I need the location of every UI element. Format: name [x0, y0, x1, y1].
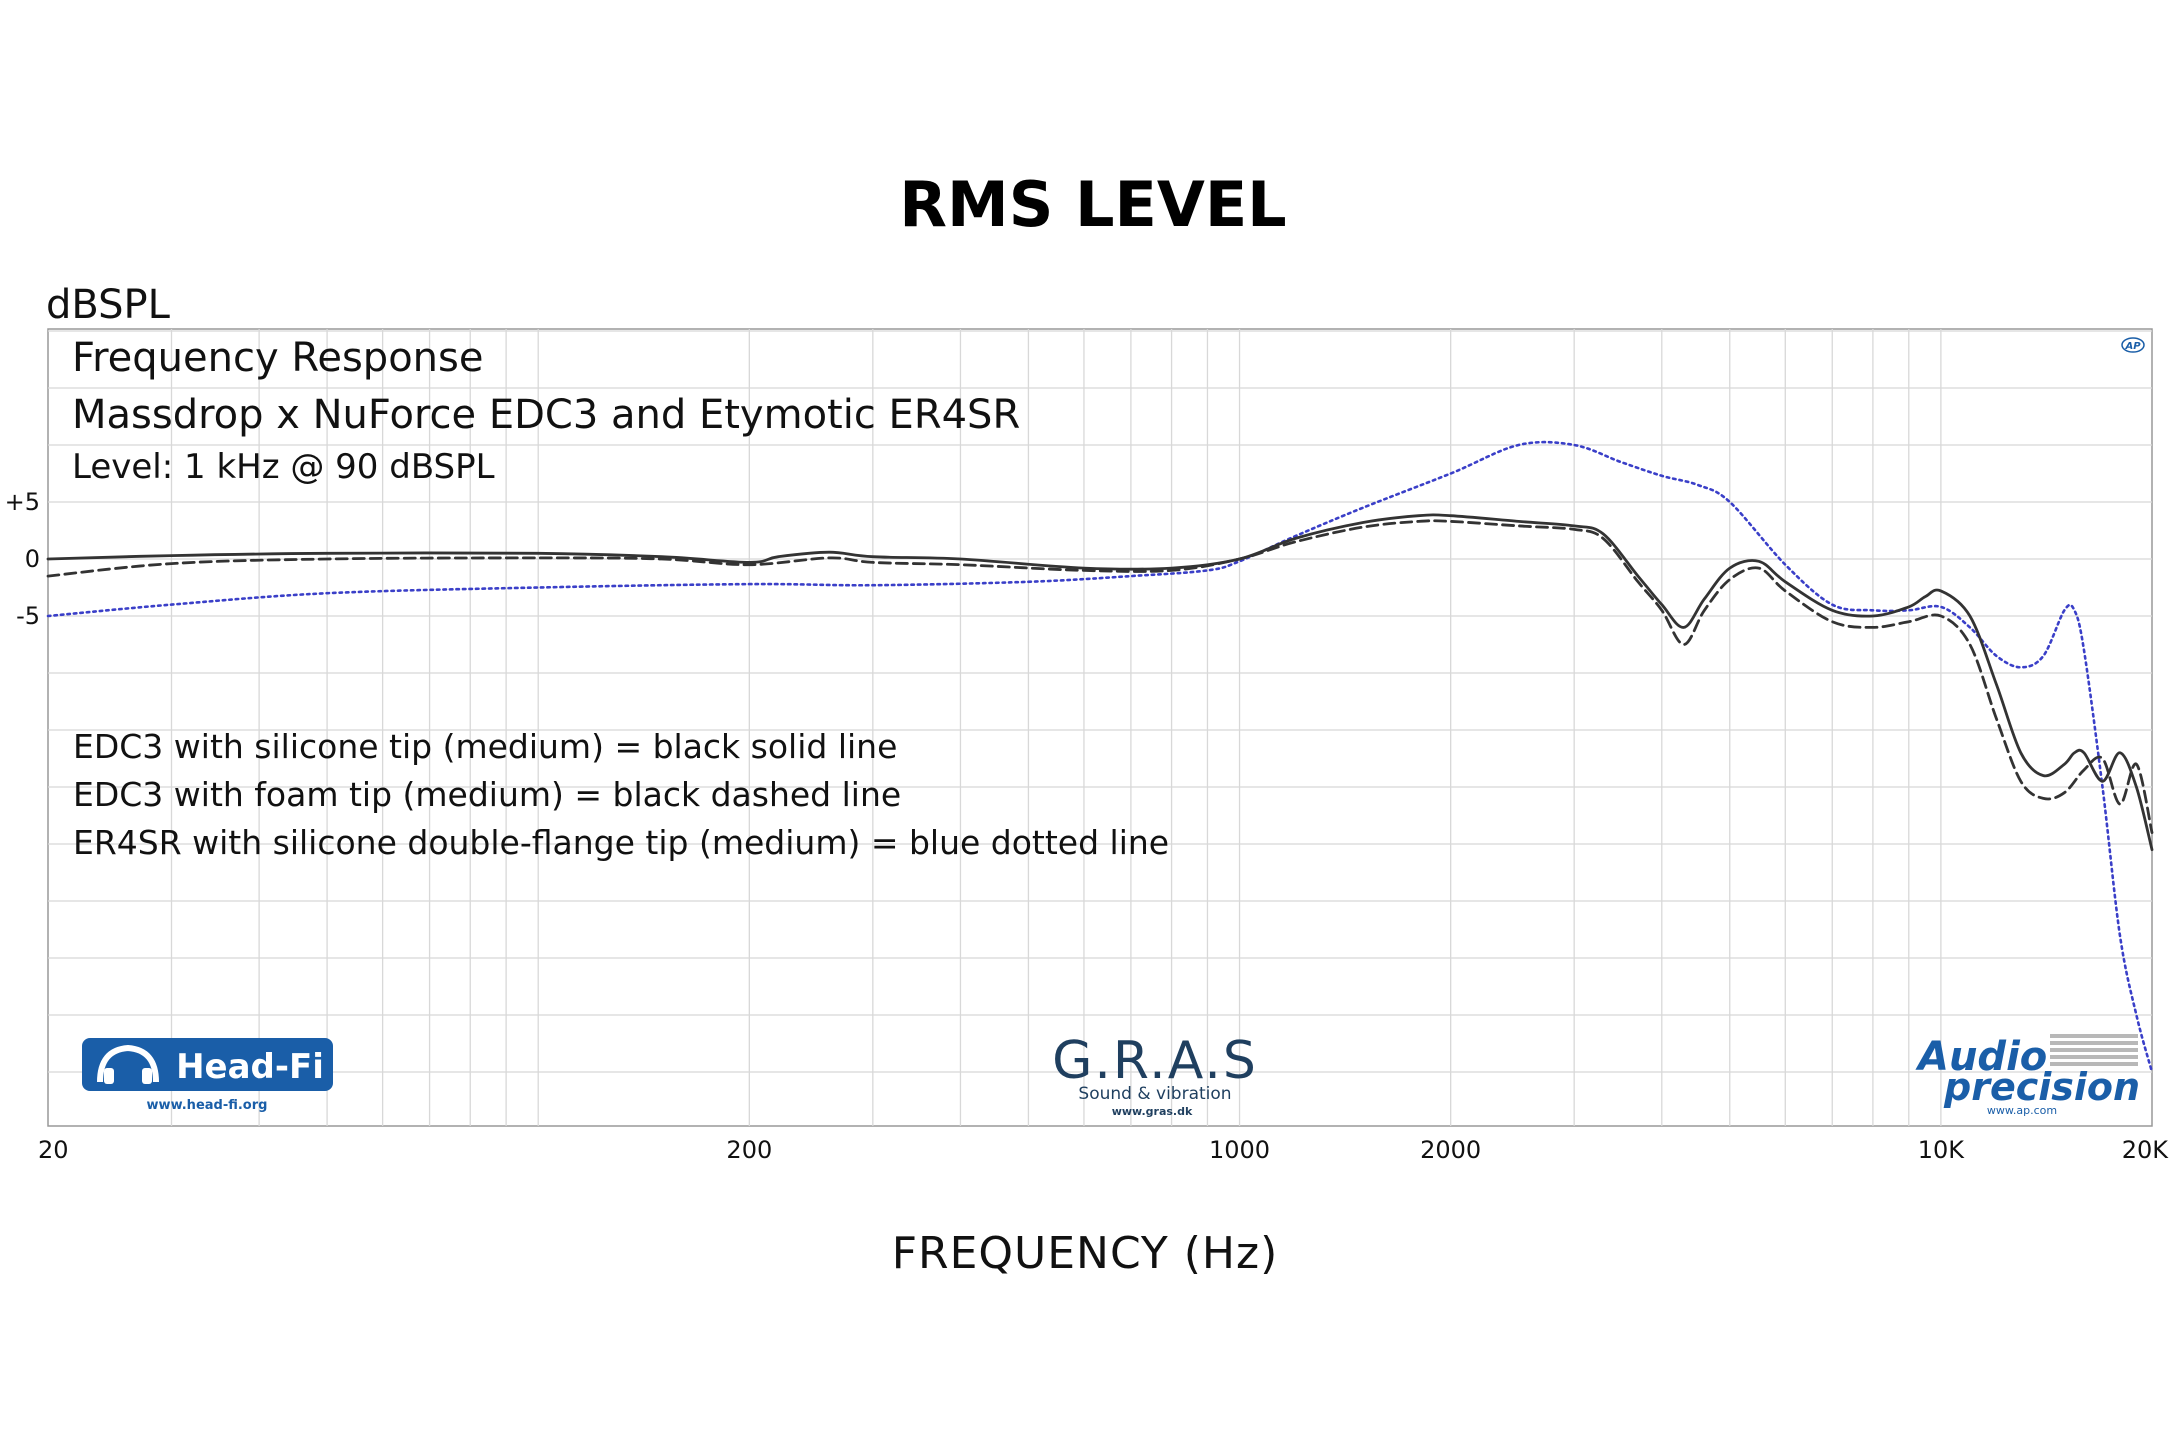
y-tick-label: +5	[5, 488, 40, 516]
head-fi-logo: Head-Fi www.head-fi.org	[82, 1038, 333, 1113]
annotation-frequency-response: Frequency Response	[72, 335, 483, 381]
plot-area	[47, 328, 2153, 1127]
gras-url: www.gras.dk	[1112, 1105, 1193, 1118]
annotation-level: Level: 1 kHz @ 90 dBSPL	[72, 447, 495, 487]
svg-text:AP: AP	[2124, 341, 2141, 352]
ap-url: www.ap.com	[1987, 1104, 2057, 1117]
series-layer	[46, 440, 2154, 1074]
legend-entry-solid: EDC3 with silicone tip (medium) = black …	[73, 727, 897, 766]
gras-logo-text: G.R.A.S	[1052, 1031, 1258, 1091]
x-axis-label: FREQUENCY (Hz)	[892, 1228, 1279, 1279]
head-fi-logo-text: Head-Fi	[176, 1047, 324, 1087]
series-line-dotted	[46, 440, 2154, 1074]
audio-precision-logo: Audio precision www.ap.com	[1915, 1034, 2140, 1117]
x-tick-label: 200	[726, 1136, 772, 1164]
series-line-dashed	[46, 519, 2154, 834]
annotation-product-names: Massdrop x NuForce EDC3 and Etymotic ER4…	[72, 392, 1020, 438]
x-tick-label: 20K	[2122, 1136, 2170, 1164]
ap-badge-icon: AP	[2121, 337, 2145, 353]
y-tick-labels: +5 0 -5	[5, 488, 40, 630]
gras-logo: G.R.A.S Sound & vibration www.gras.dk	[1052, 1031, 1258, 1118]
x-tick-label: 1000	[1209, 1136, 1270, 1164]
series-line-solid	[46, 513, 2154, 852]
legend-entry-dotted: ER4SR with silicone double-flange tip (m…	[73, 823, 1169, 862]
x-tick-label: 20	[38, 1136, 69, 1164]
head-fi-url: www.head-fi.org	[147, 1098, 268, 1113]
y-tick-label: -5	[16, 602, 40, 630]
ap-logo-line2: precision	[1943, 1065, 2140, 1109]
chart-title: RMS LEVEL	[899, 168, 1286, 241]
x-tick-label: 2000	[1420, 1136, 1481, 1164]
y-tick-label: 0	[25, 545, 40, 573]
vertical-gridlines	[170, 329, 1942, 1126]
y-axis-label: dBSPL	[46, 282, 171, 328]
x-tick-label: 10K	[1918, 1136, 1966, 1164]
ap-logo-line1: Audio	[1915, 1034, 2047, 1080]
gras-tagline: Sound & vibration	[1078, 1084, 1231, 1104]
x-tick-labels: 20 200 1000 2000 10K 20K	[38, 1136, 2169, 1164]
horizontal-gridlines	[48, 330, 2152, 1073]
legend-entry-dashed: EDC3 with foam tip (medium) = black dash…	[73, 775, 901, 814]
